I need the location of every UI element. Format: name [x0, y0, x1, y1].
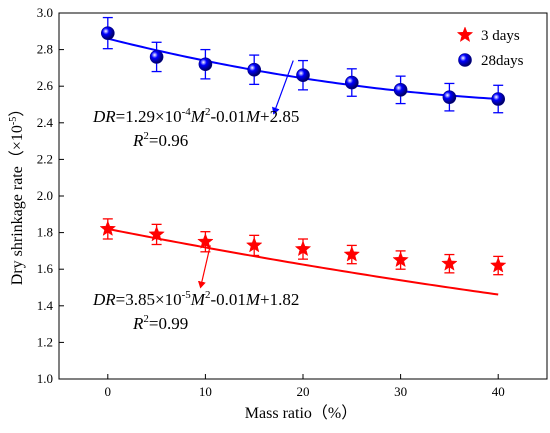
annotation-arrow [197, 245, 211, 289]
legend-label-3days: 3 days [481, 28, 520, 44]
equation-3days: DR=3.85×10-5M2-0.01M+1.82 [92, 289, 299, 309]
data-points [99, 26, 507, 273]
y-tick-label: 1.2 [37, 334, 53, 349]
r2-28days: R2=0.96 [132, 130, 188, 150]
y-tick-label: 1.0 [37, 371, 53, 386]
data-point-28days [296, 68, 310, 83]
data-point-3days [343, 245, 361, 262]
data-point-3days [294, 240, 312, 257]
data-point-3days [148, 225, 165, 242]
data-point-28days [247, 62, 261, 77]
x-tick-label: 0 [105, 384, 112, 399]
tick-labels: 0 10 20 30 40 1.0 1.2 1.4 1.6 1.8 2.0 2.2 2.4 2.6 2.8 3… [37, 5, 505, 399]
data-point-28days [198, 57, 213, 72]
y-tick-label: 2.2 [37, 151, 53, 166]
data-point-28days [393, 83, 408, 97]
y-tick-label: 2.4 [37, 115, 54, 130]
y-axis-title-main: Dry shrinkage rate（×10 [8, 125, 26, 285]
data-point-28days [344, 75, 359, 90]
legend-marker [458, 53, 472, 67]
y-tick-label: 2.6 [37, 78, 54, 93]
data-point-28days [491, 92, 506, 106]
x-tick-label: 10 [199, 384, 212, 399]
y-tick-label: 2.0 [37, 188, 53, 203]
y-axis-title-exponent: -5 [8, 117, 19, 125]
data-point-3days [99, 220, 117, 236]
x-tick-label: 40 [492, 384, 505, 399]
fit-curve-3days [107, 227, 499, 296]
data-point-28days [442, 90, 457, 104]
x-tick-label: 30 [394, 384, 407, 399]
y-tick-label: 1.4 [37, 298, 54, 313]
data-point-3days [197, 233, 214, 249]
data-point-28days [101, 26, 115, 40]
x-tick-label: 20 [297, 384, 310, 399]
data-point-3days [392, 251, 409, 268]
axes-frame [58, 12, 548, 380]
r2-3days: R2=0.99 [132, 313, 188, 333]
data-point-3days [489, 256, 507, 273]
y-axis-title-close: ） [8, 101, 26, 117]
legend-marker [456, 26, 474, 43]
x-axis-title: Mass ratio（%） [245, 404, 357, 422]
annotation-arrows [197, 60, 294, 289]
y-tick-label: 1.8 [37, 225, 53, 240]
y-tick-label: 2.8 [37, 42, 53, 57]
equation-28days: DR=1.29×10-4M2-0.01M+2.85 [92, 106, 299, 126]
legend-marker-3days [456, 26, 474, 43]
data-point-28days [149, 50, 164, 64]
annotation-arrow [272, 60, 294, 115]
data-point-3days [245, 236, 263, 253]
legend-label-28days: 28days [481, 53, 524, 69]
y-axis-title: Dry shrinkage rate（×10-5） [8, 101, 26, 285]
legend-marker-28days [458, 53, 472, 67]
data-point-3days [441, 255, 458, 271]
legend: 3 days 28days [456, 26, 524, 69]
y-tick-label: 1.6 [37, 261, 54, 276]
y-tick-label: 3.0 [37, 5, 53, 20]
